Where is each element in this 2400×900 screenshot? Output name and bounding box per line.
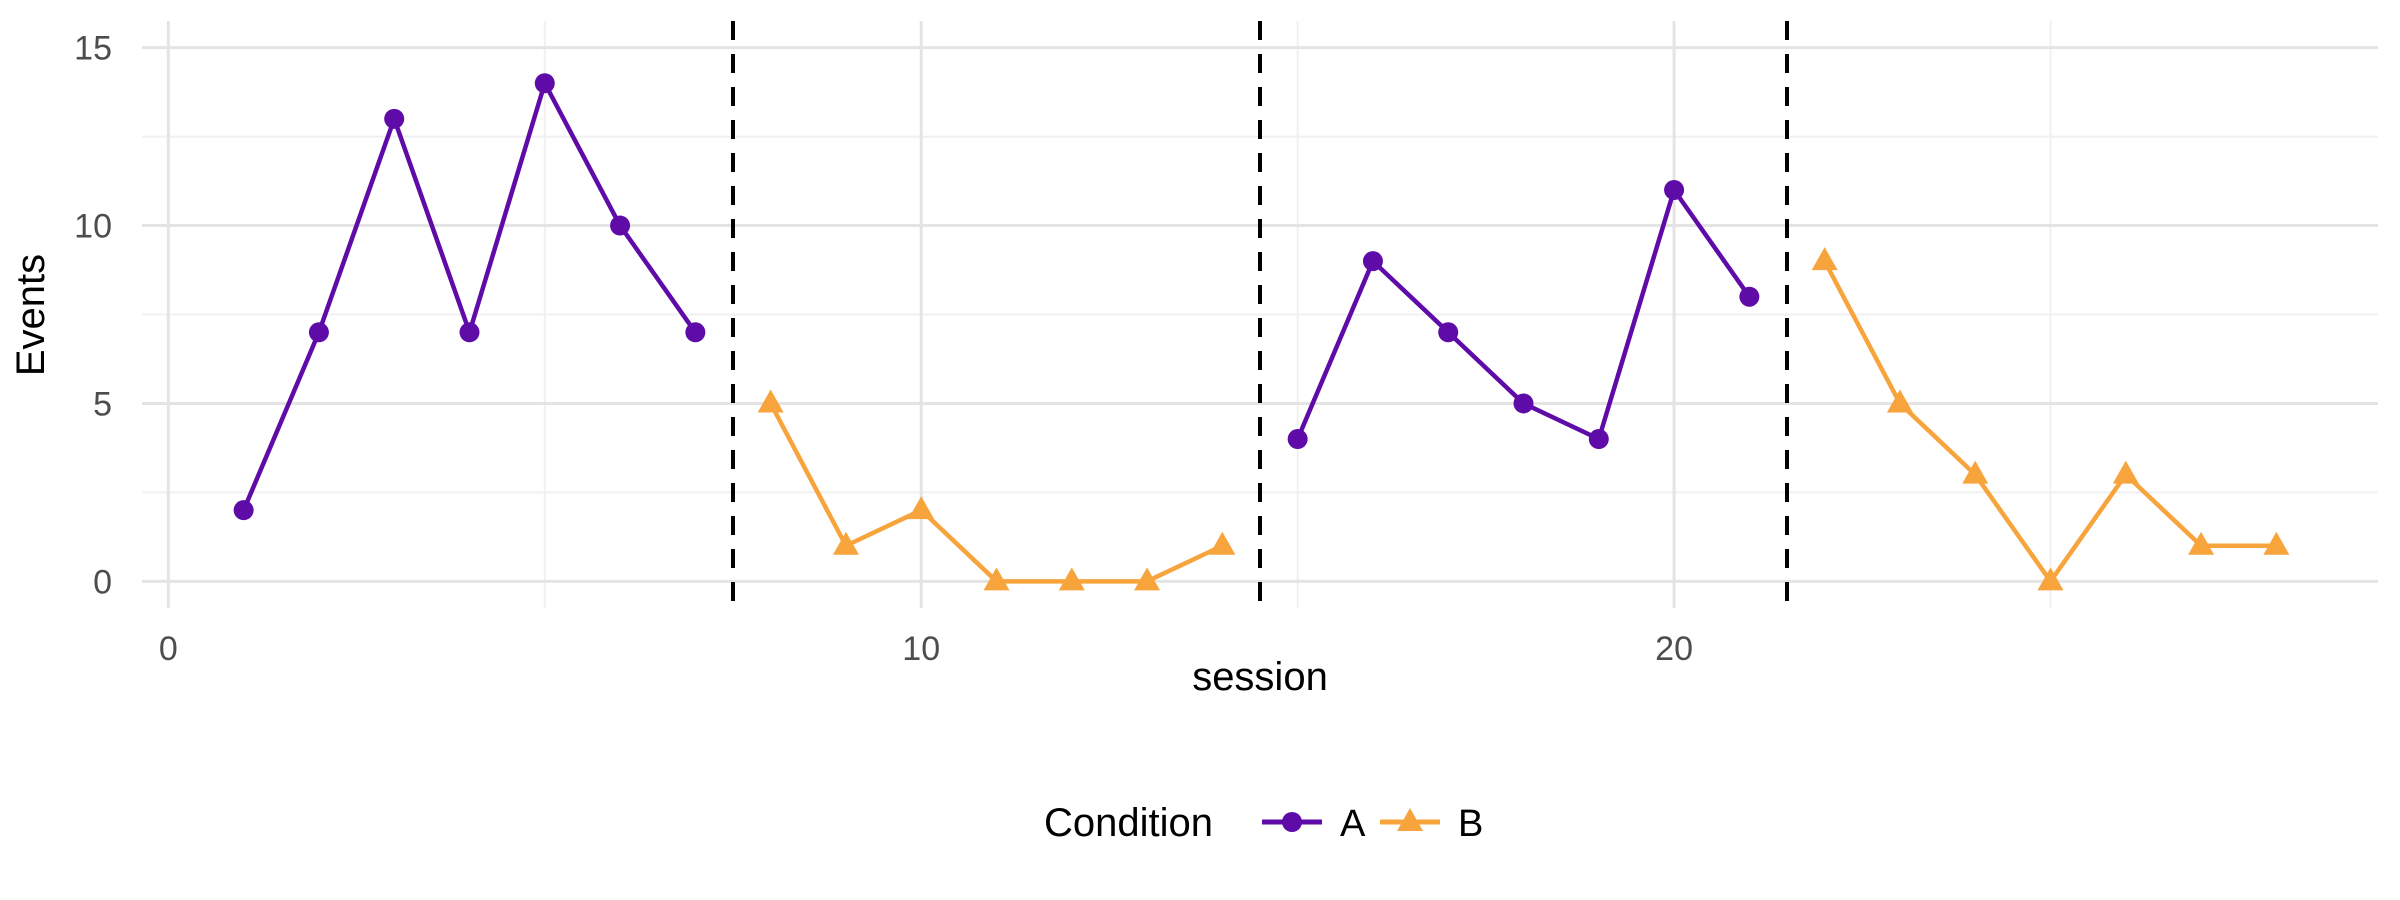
data-point-triangle-icon (2037, 567, 2064, 591)
legend-item-b: B (1380, 803, 1483, 845)
x-axis-title: session (1192, 655, 1328, 699)
data-point-triangle-icon (1886, 389, 1913, 413)
data-point-triangle-icon (1962, 460, 1989, 484)
legend-key-triangle-icon (1397, 808, 1423, 831)
data-point-circle-icon (459, 322, 480, 343)
data-point-circle-icon (308, 322, 329, 343)
x-tick-label: 10 (902, 630, 940, 668)
data-point-circle-icon (1362, 251, 1383, 272)
legend-label-b: B (1458, 803, 1483, 845)
data-point-circle-icon (1513, 393, 1534, 414)
data-point-triangle-icon (2112, 460, 2139, 484)
data-point-triangle-icon (908, 496, 935, 520)
y-tick-label: 5 (93, 385, 112, 423)
x-tick-label: 20 (1655, 630, 1693, 668)
series-line-a (241, 81, 698, 513)
y-tick-label: 0 (93, 563, 112, 601)
data-point-circle-icon (233, 500, 254, 521)
legend-title: Condition (1044, 801, 1213, 845)
data-point-circle-icon (610, 215, 631, 236)
x-tick-label: 0 (159, 630, 178, 668)
data-point-circle-icon (1287, 429, 1308, 450)
data-point-triangle-icon (757, 389, 784, 413)
data-point-circle-icon (1438, 322, 1459, 343)
legend-key-circle-icon (1282, 812, 1302, 832)
data-point-circle-icon (1664, 179, 1685, 200)
y-tick-label: 10 (74, 208, 112, 246)
data-point-triangle-icon (2263, 531, 2290, 555)
data-point-triangle-icon (1811, 247, 1838, 271)
data-point-triangle-icon (1134, 567, 1161, 591)
legend-item-a: A (1262, 803, 1366, 845)
series-markers (233, 73, 2290, 591)
data-point-circle-icon (384, 108, 405, 129)
data-point-triangle-icon (832, 531, 859, 555)
legend-label-a: A (1340, 803, 1366, 845)
legend: Condition A B (1044, 801, 1483, 845)
data-point-circle-icon (1739, 286, 1760, 307)
y-axis-title: Events (9, 254, 53, 376)
data-point-triangle-icon (983, 567, 1010, 591)
data-point-circle-icon (685, 322, 706, 343)
data-point-triangle-icon (2188, 531, 2215, 555)
data-point-triangle-icon (1209, 531, 1236, 555)
y-tick-label: 15 (74, 30, 112, 68)
data-point-circle-icon (534, 73, 555, 94)
x-tick-labels: 0 10 20 (159, 630, 1693, 668)
y-tick-labels: 0 5 10 15 (74, 30, 112, 602)
data-point-triangle-icon (1058, 567, 1085, 591)
data-point-circle-icon (1588, 429, 1609, 450)
